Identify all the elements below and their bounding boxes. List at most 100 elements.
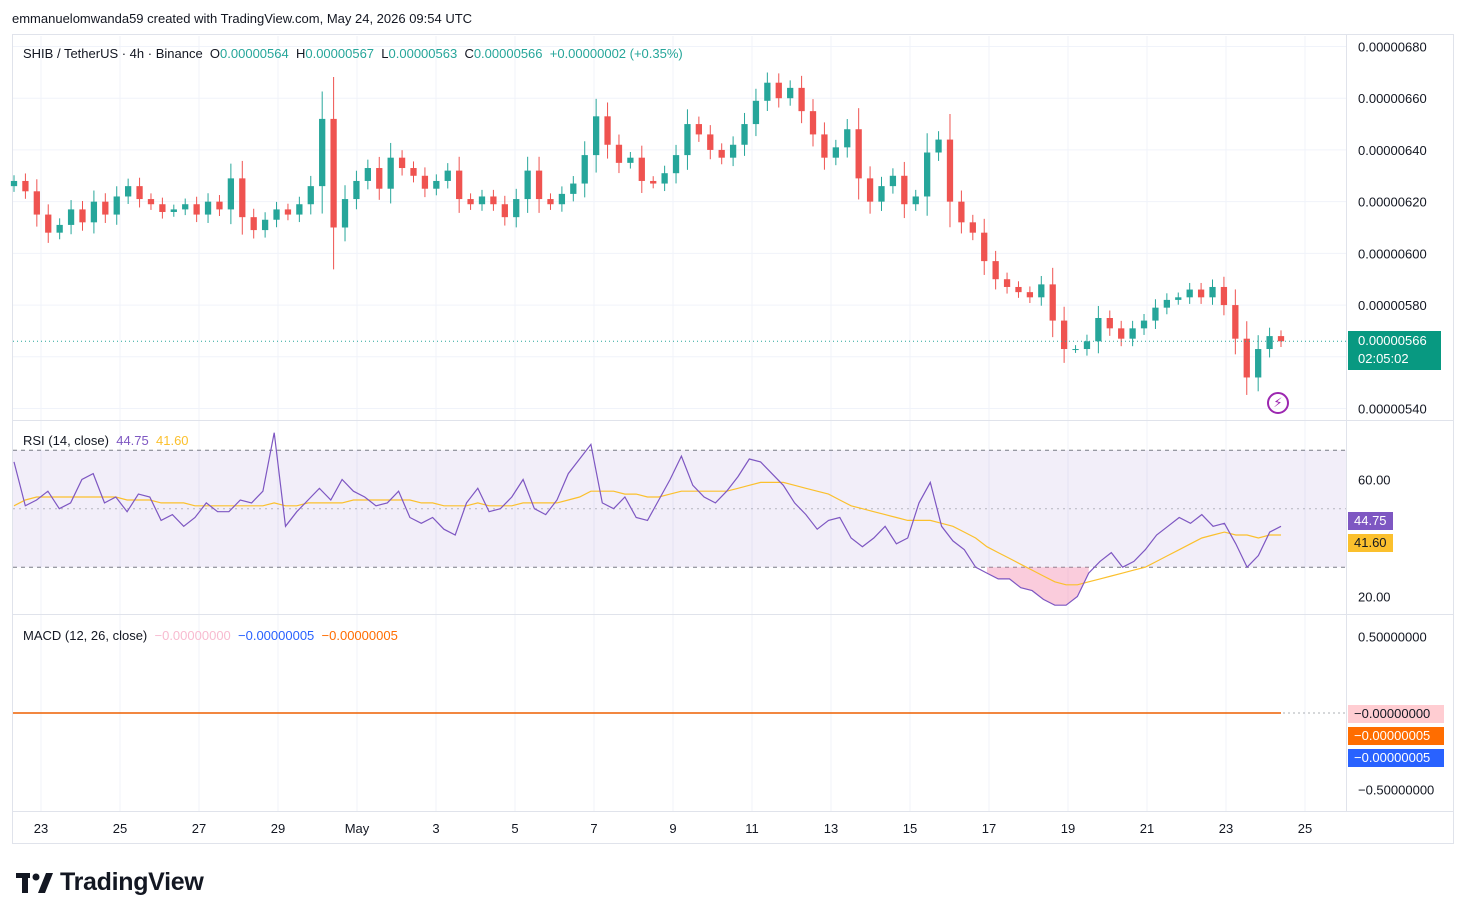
candle-body xyxy=(193,204,200,215)
candle-body xyxy=(1015,286,1022,293)
candle-body xyxy=(707,134,714,150)
candle-body xyxy=(924,152,931,197)
candle-body xyxy=(227,178,235,210)
time-axis-label: 9 xyxy=(669,821,676,836)
candle-body xyxy=(90,201,98,223)
lightning-icon[interactable]: ⚡ xyxy=(1267,392,1289,414)
candle-body xyxy=(672,155,680,174)
candle-body xyxy=(1038,284,1045,298)
price-axis-label: 0.00000640 xyxy=(1358,143,1427,158)
candle-body xyxy=(250,217,257,231)
candle-body xyxy=(1209,286,1216,298)
candle-body xyxy=(467,199,474,205)
candle-body xyxy=(1026,292,1034,298)
macd-label[interactable]: MACD (12, 26, close) xyxy=(23,628,148,643)
change-value: +0.00000002 (+0.35%) xyxy=(549,46,683,61)
close-value: 0.00000566 xyxy=(473,46,543,61)
candle-body xyxy=(695,124,703,135)
time-axis-label: 29 xyxy=(271,821,285,836)
candle-body xyxy=(570,183,577,194)
signal-tag: −0.00000005 xyxy=(1348,727,1444,745)
candle-body xyxy=(992,261,999,280)
low-label: L xyxy=(381,46,389,61)
macd-tag: −0.00000005 xyxy=(1348,749,1444,767)
last-price-value: 0.00000566 xyxy=(1358,333,1427,348)
candle-body xyxy=(513,199,520,218)
candle-body xyxy=(1083,341,1091,350)
candle-body xyxy=(935,139,942,153)
signal-value: −0.00000005 xyxy=(321,628,398,643)
chart-frame[interactable] xyxy=(12,34,1454,844)
candle-body xyxy=(45,214,52,233)
candle-body xyxy=(889,175,897,187)
candle-body xyxy=(798,87,805,112)
candle-body xyxy=(627,157,634,163)
time-axis-label: 19 xyxy=(1061,821,1075,836)
price-axis-label: 0.00000680 xyxy=(1358,40,1427,55)
candle-body xyxy=(1232,305,1239,339)
candle-body xyxy=(387,157,394,189)
candle-body xyxy=(398,157,406,169)
rsi-ma-value-tag: 41.60 xyxy=(1348,534,1393,552)
main-legend: SHIB / TetherUS · 4h · Binance O0.000005… xyxy=(23,46,683,61)
candle-body xyxy=(661,173,668,184)
candle-body xyxy=(604,116,611,145)
candle-body xyxy=(10,180,18,187)
time-axis-label: 7 xyxy=(590,821,597,836)
open-value: 0.00000564 xyxy=(220,46,289,61)
candle-body xyxy=(261,219,269,231)
low-value: 0.00000563 xyxy=(388,46,458,61)
candle-body xyxy=(535,170,543,200)
candle-body xyxy=(684,124,691,156)
candle-body xyxy=(1129,328,1136,339)
chart-caption: emmanuelomwanda59 created with TradingVi… xyxy=(12,11,473,26)
candle-body xyxy=(718,149,725,158)
candle-body xyxy=(113,196,120,215)
brand-name: TradingView xyxy=(60,868,204,896)
candle-body xyxy=(741,124,748,145)
tradingview-logo[interactable]: TradingView xyxy=(16,868,204,897)
candle-body xyxy=(969,222,976,233)
candle-body xyxy=(524,170,531,200)
high-value: 0.00000567 xyxy=(305,46,375,61)
candle-body xyxy=(319,118,326,187)
candle-body xyxy=(866,178,874,202)
high-label: H xyxy=(295,46,306,61)
candle-body xyxy=(444,170,451,181)
candle-body xyxy=(581,155,588,184)
rsi-legend: RSI (14, close) 44.75 41.60 xyxy=(23,433,189,448)
candle-body xyxy=(638,157,645,181)
price-axis-label: 0.00000540 xyxy=(1358,402,1427,417)
time-axis-label: 23 xyxy=(1219,821,1233,836)
candle-body xyxy=(809,111,817,135)
candle-body xyxy=(284,209,292,215)
candle-body xyxy=(1095,318,1102,342)
candle-body xyxy=(376,168,383,189)
candle-body xyxy=(159,204,166,212)
time-axis-label: 5 xyxy=(511,821,518,836)
candle-body xyxy=(102,201,109,215)
symbol-label[interactable]: SHIB / TetherUS · 4h · Binance xyxy=(23,46,203,61)
candle-body xyxy=(1118,328,1125,339)
candle-body xyxy=(478,196,486,205)
candle-body xyxy=(79,209,86,223)
candle-body xyxy=(1072,349,1079,351)
time-axis-label: 25 xyxy=(113,821,127,836)
candle-body xyxy=(1186,289,1193,298)
rsi-label[interactable]: RSI (14, close) xyxy=(23,433,109,448)
rsi-ma-value: 41.60 xyxy=(156,433,189,448)
candle-body xyxy=(958,201,965,223)
candle-body xyxy=(615,144,623,163)
bar-countdown: 02:05:02 xyxy=(1358,351,1409,366)
candle-body xyxy=(1175,297,1182,300)
candle-body xyxy=(239,178,246,218)
time-axis-label: 27 xyxy=(192,821,206,836)
price-axis-label: 0.00000660 xyxy=(1358,91,1427,106)
price-axis-label: 0.00000620 xyxy=(1358,195,1427,210)
candle-body xyxy=(216,201,223,210)
rsi-value: 44.75 xyxy=(116,433,149,448)
price-axis-label: 0.00000580 xyxy=(1358,298,1427,313)
candle-body xyxy=(1140,320,1148,329)
candle-body xyxy=(752,100,760,125)
